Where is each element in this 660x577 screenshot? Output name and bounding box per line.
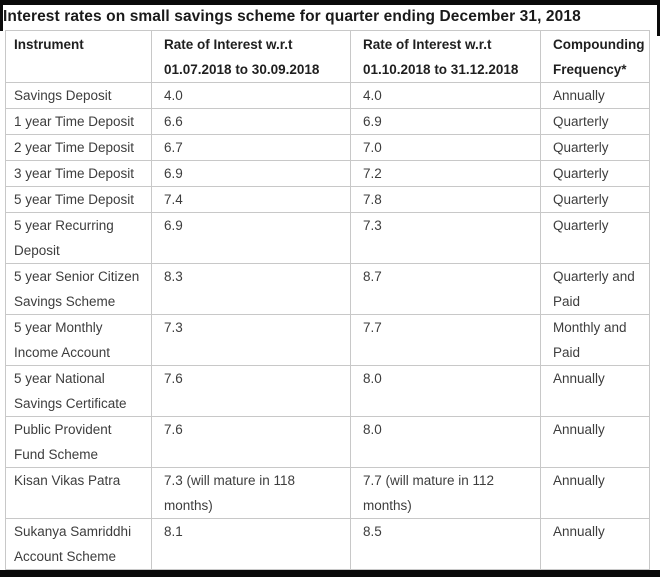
cell-rate-oct-dec-2018: 8.5 bbox=[350, 518, 541, 570]
table-header: Instrument Rate of Interest w.r.t 01.07.… bbox=[5, 30, 650, 83]
cell-rate-oct-dec-2018: 6.9 bbox=[350, 108, 541, 135]
header-row: Instrument Rate of Interest w.r.t 01.07.… bbox=[5, 30, 650, 83]
cell-rate-oct-dec-2018: 7.7 (will mature in 112 months) bbox=[350, 467, 541, 519]
cell-rate-jul-sep-2018: 8.3 bbox=[151, 263, 351, 315]
header-line: 01.10.2018 to 31.12.2018 bbox=[363, 62, 519, 77]
cell-rate-oct-dec-2018: 8.0 bbox=[350, 365, 541, 417]
table-row: Kisan Vikas Patra 7.3 (will mature in 118… bbox=[5, 467, 650, 519]
cell-rate-jul-sep-2018: 6.7 bbox=[151, 134, 351, 161]
table-row: 5 year Time Deposit 7.4 7.8 Quarterly bbox=[5, 186, 650, 213]
cell-compounding-frequency: Monthly and Paid bbox=[540, 314, 650, 366]
header-line bbox=[14, 57, 145, 82]
cell-instrument: 5 year Time Deposit bbox=[5, 186, 152, 213]
table-row: Savings Deposit 4.0 4.0 Annually bbox=[5, 82, 650, 109]
cell-compounding-frequency: Quarterly bbox=[540, 134, 650, 161]
cell-compounding-frequency: Quarterly bbox=[540, 186, 650, 213]
page-title: Interest rates on small savings scheme f… bbox=[3, 8, 581, 25]
cell-rate-jul-sep-2018: 7.3 bbox=[151, 314, 351, 366]
header-line: Instrument bbox=[14, 37, 84, 52]
table-row: 5 year Recurring Deposit 6.9 7.3 Quarterly bbox=[5, 212, 650, 264]
cell-rate-oct-dec-2018: 8.0 bbox=[350, 416, 541, 468]
column-header-rate-jul-sep-2018: Rate of Interest w.r.t 01.07.2018 to 30.… bbox=[151, 30, 351, 83]
cell-instrument: 5 year Recurring Deposit bbox=[5, 212, 152, 264]
cell-rate-jul-sep-2018: 4.0 bbox=[151, 82, 351, 109]
header-line: Frequency* bbox=[553, 62, 627, 77]
column-header-compounding-frequency: Compounding Frequency* bbox=[540, 30, 650, 83]
cell-compounding-frequency: Annually bbox=[540, 365, 650, 417]
cell-instrument: Sukanya Samriddhi Account Scheme bbox=[5, 518, 152, 570]
table-row: Public Provident Fund Scheme 7.6 8.0 Annual… bbox=[5, 416, 650, 468]
cell-instrument: Kisan Vikas Patra bbox=[5, 467, 152, 519]
table-row: 5 year Senior Citizen Savings Scheme 8.3 8… bbox=[5, 263, 650, 315]
table-row: 3 year Time Deposit 6.9 7.2 Quarterly bbox=[5, 160, 650, 187]
cell-rate-jul-sep-2018: 6.9 bbox=[151, 160, 351, 187]
cell-compounding-frequency: Quarterly bbox=[540, 160, 650, 187]
cell-rate-oct-dec-2018: 7.2 bbox=[350, 160, 541, 187]
cell-rate-jul-sep-2018: 6.6 bbox=[151, 108, 351, 135]
header-line: Rate of Interest w.r.t bbox=[363, 37, 492, 52]
cell-compounding-frequency: Annually bbox=[540, 518, 650, 570]
table-row: Sukanya Samriddhi Account Scheme 8.1 8.5 An… bbox=[5, 518, 650, 570]
cell-rate-jul-sep-2018: 7.6 bbox=[151, 365, 351, 417]
cell-instrument: 5 year Monthly Income Account bbox=[5, 314, 152, 366]
column-header-instrument: Instrument bbox=[5, 30, 152, 83]
cell-rate-oct-dec-2018: 7.8 bbox=[350, 186, 541, 213]
header-line: Compounding bbox=[553, 37, 645, 52]
table-row: 2 year Time Deposit 6.7 7.0 Quarterly bbox=[5, 134, 650, 161]
cell-rate-jul-sep-2018: 8.1 bbox=[151, 518, 351, 570]
left-edge-fragment bbox=[0, 0, 3, 31]
table-row: 5 year Monthly Income Account 7.3 7.7 Month… bbox=[5, 314, 650, 366]
interest-rates-table: Instrument Rate of Interest w.r.t 01.07.… bbox=[5, 30, 650, 570]
cell-rate-jul-sep-2018: 7.4 bbox=[151, 186, 351, 213]
cell-compounding-frequency: Quarterly bbox=[540, 108, 650, 135]
cell-rate-oct-dec-2018: 7.7 bbox=[350, 314, 541, 366]
bottom-frame-bar bbox=[0, 570, 660, 577]
right-edge-fragment bbox=[657, 0, 660, 36]
column-header-rate-oct-dec-2018: Rate of Interest w.r.t 01.10.2018 to 31.… bbox=[350, 30, 541, 83]
cell-instrument: 5 year Senior Citizen Savings Scheme bbox=[5, 263, 152, 315]
cell-compounding-frequency: Annually bbox=[540, 416, 650, 468]
cell-instrument: 5 year National Savings Certificate bbox=[5, 365, 152, 417]
cell-instrument: Public Provident Fund Scheme bbox=[5, 416, 152, 468]
cell-rate-oct-dec-2018: 7.0 bbox=[350, 134, 541, 161]
cell-compounding-frequency: Annually bbox=[540, 467, 650, 519]
cell-rate-jul-sep-2018: 7.3 (will mature in 118 months) bbox=[151, 467, 351, 519]
cell-compounding-frequency: Quarterly bbox=[540, 212, 650, 264]
cell-instrument: 2 year Time Deposit bbox=[5, 134, 152, 161]
cell-rate-oct-dec-2018: 4.0 bbox=[350, 82, 541, 109]
cell-instrument: 1 year Time Deposit bbox=[5, 108, 152, 135]
header-line: 01.07.2018 to 30.09.2018 bbox=[164, 62, 320, 77]
cell-rate-oct-dec-2018: 7.3 bbox=[350, 212, 541, 264]
header-line: Rate of Interest w.r.t bbox=[164, 37, 293, 52]
top-frame-bar bbox=[0, 0, 660, 5]
cell-rate-oct-dec-2018: 8.7 bbox=[350, 263, 541, 315]
cell-rate-jul-sep-2018: 6.9 bbox=[151, 212, 351, 264]
cell-compounding-frequency: Quarterly and Paid bbox=[540, 263, 650, 315]
cell-instrument: 3 year Time Deposit bbox=[5, 160, 152, 187]
table-row: 5 year National Savings Certificate 7.6 8.… bbox=[5, 365, 650, 417]
cell-instrument: Savings Deposit bbox=[5, 82, 152, 109]
cell-rate-jul-sep-2018: 7.6 bbox=[151, 416, 351, 468]
table-row: 1 year Time Deposit 6.6 6.9 Quarterly bbox=[5, 108, 650, 135]
cell-compounding-frequency: Annually bbox=[540, 82, 650, 109]
table-body: Savings Deposit 4.0 4.0 Annually 1 year Time… bbox=[5, 82, 650, 570]
